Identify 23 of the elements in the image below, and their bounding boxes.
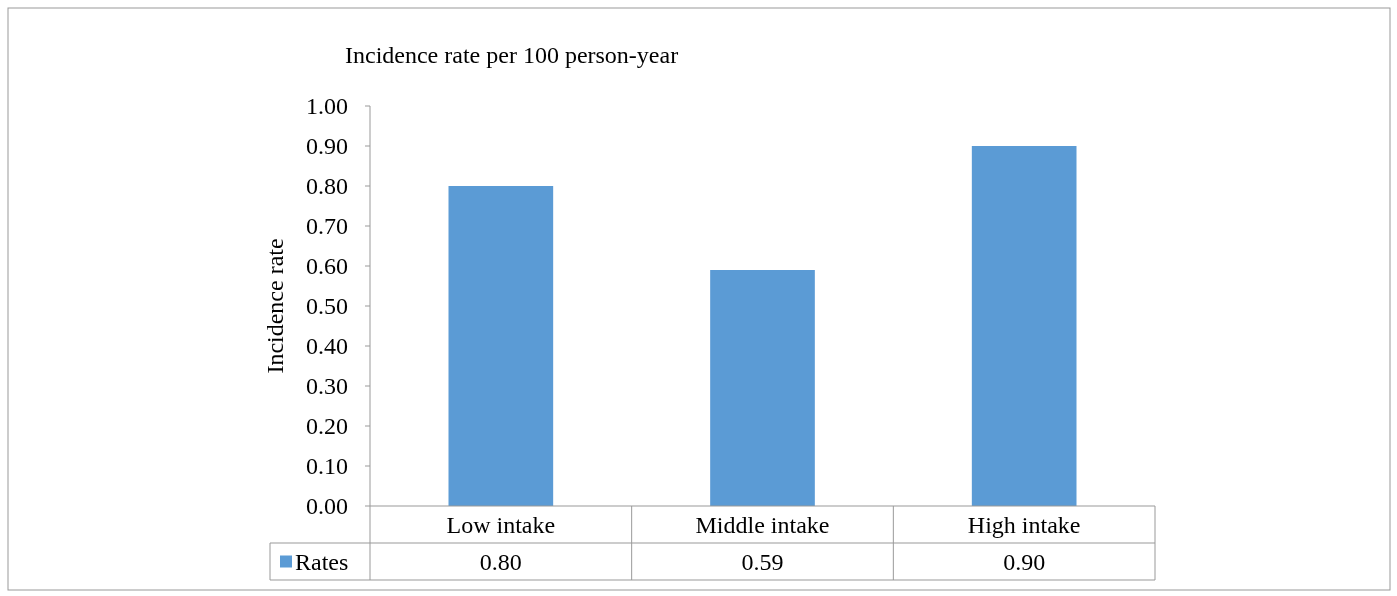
- x-tick-label: High intake: [967, 511, 1081, 538]
- data-label: 0.59: [741, 548, 784, 575]
- data-label: 0.90: [1003, 548, 1046, 575]
- y-axis-title: Incidence rate: [262, 238, 288, 374]
- y-tick-label: 0.80: [306, 173, 348, 200]
- x-tick-label: Middle intake: [695, 511, 830, 538]
- y-tick-label: 1.00: [306, 93, 348, 120]
- chart-title: Incidence rate per 100 person-year: [345, 42, 679, 68]
- bar: [971, 146, 1077, 506]
- bar: [448, 186, 554, 506]
- y-tick-label: 0.90: [306, 133, 348, 160]
- y-tick-label: 0.00: [306, 493, 348, 520]
- bar: [710, 270, 815, 506]
- y-tick-label: 0.20: [306, 413, 348, 440]
- legend-label: Rates: [295, 548, 349, 575]
- y-tick-label: 0.40: [306, 333, 348, 360]
- x-tick-label: Low intake: [446, 511, 556, 538]
- data-label: 0.80: [479, 548, 522, 575]
- y-tick-label: 0.70: [306, 213, 348, 240]
- y-tick-label: 0.10: [306, 453, 348, 480]
- y-tick-label: 0.50: [306, 293, 348, 320]
- y-tick-label: 0.30: [306, 373, 348, 400]
- y-tick-label: 0.60: [306, 253, 348, 280]
